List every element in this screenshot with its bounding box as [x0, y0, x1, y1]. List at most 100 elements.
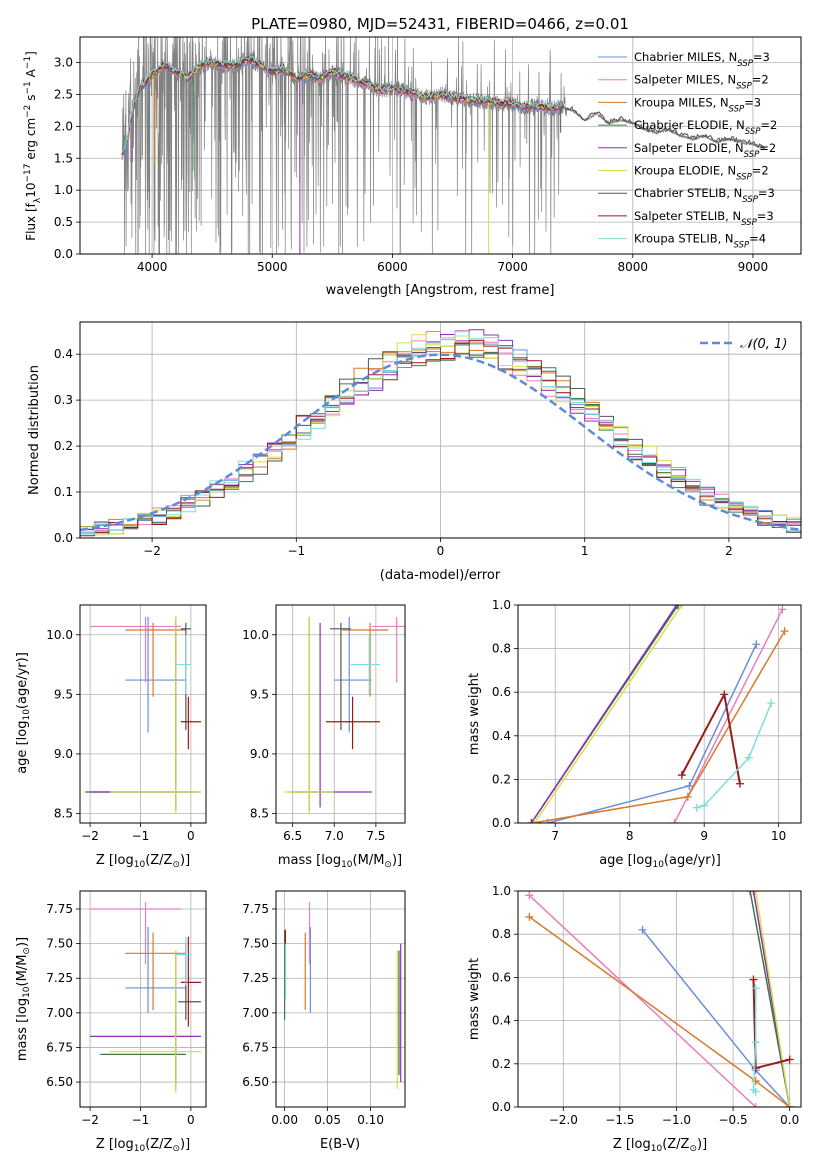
x-tick-label: 7.5	[366, 829, 385, 843]
legend-label-part: Salpeter MILES, N	[634, 73, 736, 87]
x-axis-label-part: ⊙	[172, 860, 180, 870]
x-axis-label: Z [log10​(Z/Z⊙​)]	[96, 853, 190, 870]
y-axis-label-part: −1	[23, 81, 33, 94]
legend-label-5: Kroupa ELODIE, NSSP=2	[634, 164, 769, 183]
legend-label-part: =3	[753, 50, 770, 64]
model-spectrum-7	[121, 56, 563, 155]
weight-line-2	[528, 916, 791, 1107]
y-tick-label: 0.4	[54, 347, 73, 361]
y-tick-label: 0.5	[54, 215, 73, 229]
panel-z-weight: −2.0 −1.5 −1.0 −0.5 0.0 0.0 0.2 0.4 0.6 0.8 1.0 Z […	[467, 884, 802, 1154]
weight-marker-1	[525, 891, 534, 900]
x-tick-label: −0.5	[719, 1113, 748, 1127]
histogram-6	[80, 347, 801, 533]
y-axis-label-part: A	[24, 68, 38, 81]
y-tick-label: 9.5	[250, 687, 269, 701]
x-tick-label: 10	[771, 829, 786, 843]
legend-label-part: Chabrier MILES, N	[634, 50, 737, 64]
legend-label-7: Salpeter STELIB, NSSP=3	[634, 209, 774, 228]
legend-label-3: Chabrier ELODIE, NSSP=2	[634, 118, 777, 137]
legend-label-part: =2	[752, 164, 769, 178]
weight-marker-7	[785, 1055, 794, 1064]
y-tick-label: 1.0	[492, 884, 511, 898]
x-tick-label: 7000	[497, 260, 528, 274]
plot-area-age-weight	[527, 605, 789, 823]
x-axis-label-part: ⊙	[172, 1144, 180, 1154]
weight-marker-7	[720, 690, 729, 699]
weight-marker-8	[751, 1087, 760, 1096]
x-tick-label: 8	[626, 829, 634, 843]
y-axis-label-part: 10	[24, 183, 38, 198]
y-axis-label-part: (M/M	[15, 955, 30, 987]
axes-frame	[79, 890, 207, 1108]
y-tick-label: 7.50	[46, 937, 73, 951]
y-tick-label: 0.1	[54, 485, 73, 499]
legend-label-2: Kroupa MILES, NSSP=3	[634, 95, 761, 114]
y-tick-label: 0.2	[492, 1057, 511, 1071]
axes-frame	[275, 604, 406, 824]
x-tick-label: −1	[132, 1113, 150, 1127]
histogram-7	[80, 339, 801, 537]
y-tick-label: 8.5	[250, 806, 269, 820]
x-tick-label: −2	[81, 829, 99, 843]
y-axis-label: mass [log10​(M/M⊙​)]	[15, 937, 32, 1061]
weight-line-8	[696, 702, 772, 809]
x-tick-label: 4000	[137, 260, 168, 274]
axes-frame	[79, 36, 802, 255]
legend-label-8: Kroupa STELIB, NSSP=4	[634, 232, 766, 251]
y-axis-label-part: 10	[22, 986, 32, 998]
axes-frame	[517, 604, 802, 824]
x-axis-label-part: 10	[341, 860, 353, 870]
weight-marker-8	[692, 803, 701, 812]
y-axis-label-part: −2	[23, 105, 33, 118]
legend-label-part: SSP	[737, 59, 753, 69]
y-tick-label: 1.5	[54, 151, 73, 165]
weight-marker-1	[778, 605, 787, 614]
figure-title: PLATE=0980, MJD=52431, FIBERID=0466, z=0…	[251, 15, 629, 33]
x-tick-label: −1	[287, 544, 305, 558]
y-tick-label: 0.0	[54, 247, 73, 261]
x-axis-label-part: (Z/Z	[145, 853, 172, 868]
x-axis-label-part: age [log	[599, 853, 652, 868]
axes-frame	[275, 890, 406, 1108]
legend-label-part: SSP	[736, 82, 752, 92]
y-tick-label: 7.50	[242, 937, 269, 951]
y-tick-label: 0.2	[492, 772, 511, 786]
weight-marker-7	[751, 1064, 760, 1073]
y-tick-label: 0.0	[54, 531, 73, 545]
weight-marker-8	[751, 984, 760, 993]
panel-ebv-mass: 0.00 0.05 0.10 6.50 6.75 7.00 7.25 7.50 7.75 E(B-…	[242, 890, 406, 1152]
y-tick-label: 0.0	[492, 1100, 511, 1114]
plot-area-z-weight	[525, 891, 794, 1107]
legend-label-part: =3	[744, 95, 761, 109]
y-axis-label-part: erg cm	[24, 118, 38, 164]
legend-label-part: Kroupa MILES, N	[634, 95, 729, 109]
weight-marker-5	[751, 891, 760, 895]
weight-marker-1	[670, 819, 679, 823]
legend-label-part: Kroupa STELIB, N	[634, 232, 734, 246]
x-axis-label-part: Z [log	[613, 1137, 651, 1152]
panel-residuals: −2 −1 0 1 2 0.0 0.1 0.2 0.3 0.4 (data-model)/error…	[27, 321, 802, 583]
x-tick-label: 0	[437, 544, 445, 558]
weight-marker-5	[530, 819, 539, 823]
x-tick-label: 9	[700, 829, 708, 843]
plot-area-ebv-mass	[284, 902, 402, 1089]
x-axis-label-part: ⊙	[689, 1144, 697, 1154]
x-axis-label-part: )]	[392, 853, 402, 868]
y-axis-label-part: λ	[33, 197, 43, 203]
y-tick-label: 9.0	[250, 747, 269, 761]
y-axis-label-part: Flux [f	[24, 202, 38, 240]
legend-label-part: =2	[759, 141, 776, 155]
y-tick-label: 2.0	[54, 119, 73, 133]
weight-marker-3	[746, 891, 755, 895]
weight-marker-0	[638, 925, 647, 934]
x-tick-label: 0.05	[314, 1113, 341, 1127]
weight-marker-5	[785, 1103, 794, 1107]
x-tick-label: −1.0	[662, 1113, 691, 1127]
x-tick-label: −1.5	[605, 1113, 634, 1127]
legend-label-part: SSP	[736, 173, 752, 183]
weight-marker-8	[751, 1038, 760, 1047]
weight-line-4	[530, 605, 678, 823]
